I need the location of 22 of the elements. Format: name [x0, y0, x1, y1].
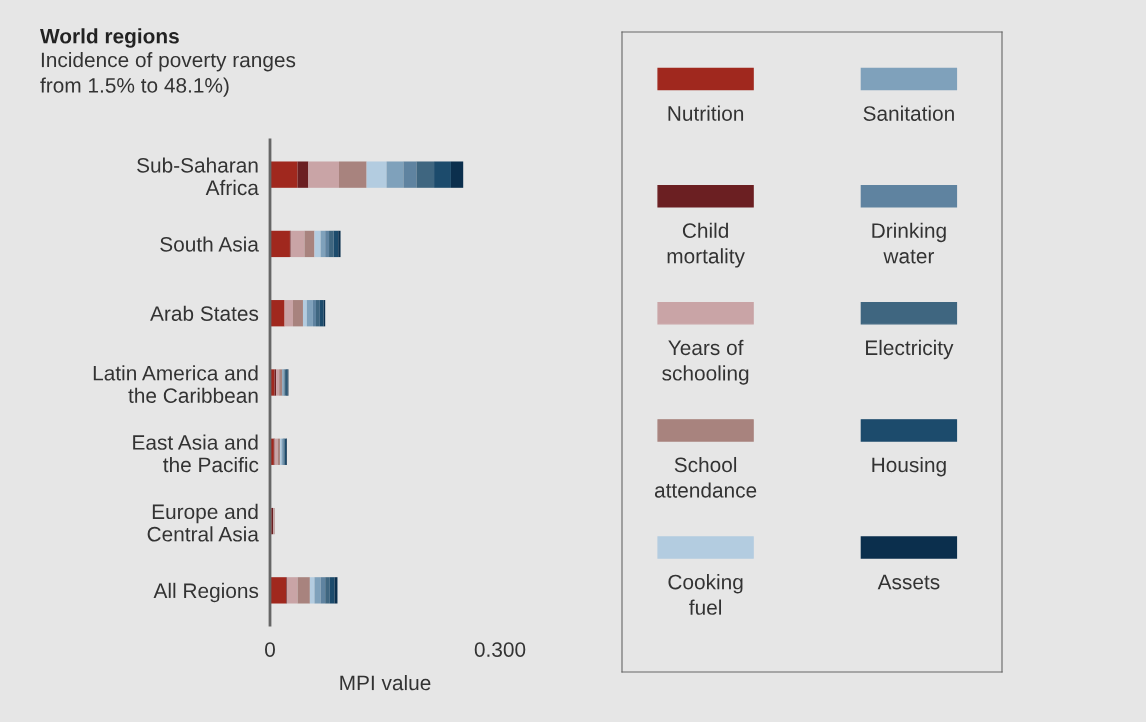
x-tick-label: 0 — [265, 642, 275, 657]
y-tick-label: Europe and Central Asia — [147, 503, 259, 542]
chart-subtitle: Incidence of poverty ranges from 1.5% to 48.1%) — [40, 52, 296, 97]
legend-label: Housing — [872, 456, 946, 477]
legend-label: Electricity — [866, 339, 954, 360]
legend-label: Assets — [877, 574, 940, 590]
y-tick-label: All Regions — [153, 582, 259, 603]
legend-label: Years of schooling — [662, 339, 749, 385]
y-tick-label: Latin America and the Caribbean — [93, 365, 258, 403]
legend-label: Nutrition — [668, 105, 744, 121]
y-tick-label: East Asia and the Pacific — [133, 434, 259, 473]
chart-title: World regions — [40, 28, 179, 48]
y-tick-label: Sub-Saharan Africa — [137, 157, 259, 196]
y-tick-label: Arab States — [150, 305, 259, 321]
legend-label: School attendance — [654, 456, 757, 498]
legend-label: Drinking water — [872, 222, 946, 264]
x-axis-title: MPI value — [340, 674, 431, 691]
x-tick-label: 0.300 — [474, 642, 526, 657]
legend-label: Sanitation — [863, 105, 954, 121]
legend-label: Child mortality — [667, 222, 745, 268]
y-tick-label: South Asia — [160, 236, 259, 252]
legend-label: Cooking fuel — [668, 574, 743, 615]
